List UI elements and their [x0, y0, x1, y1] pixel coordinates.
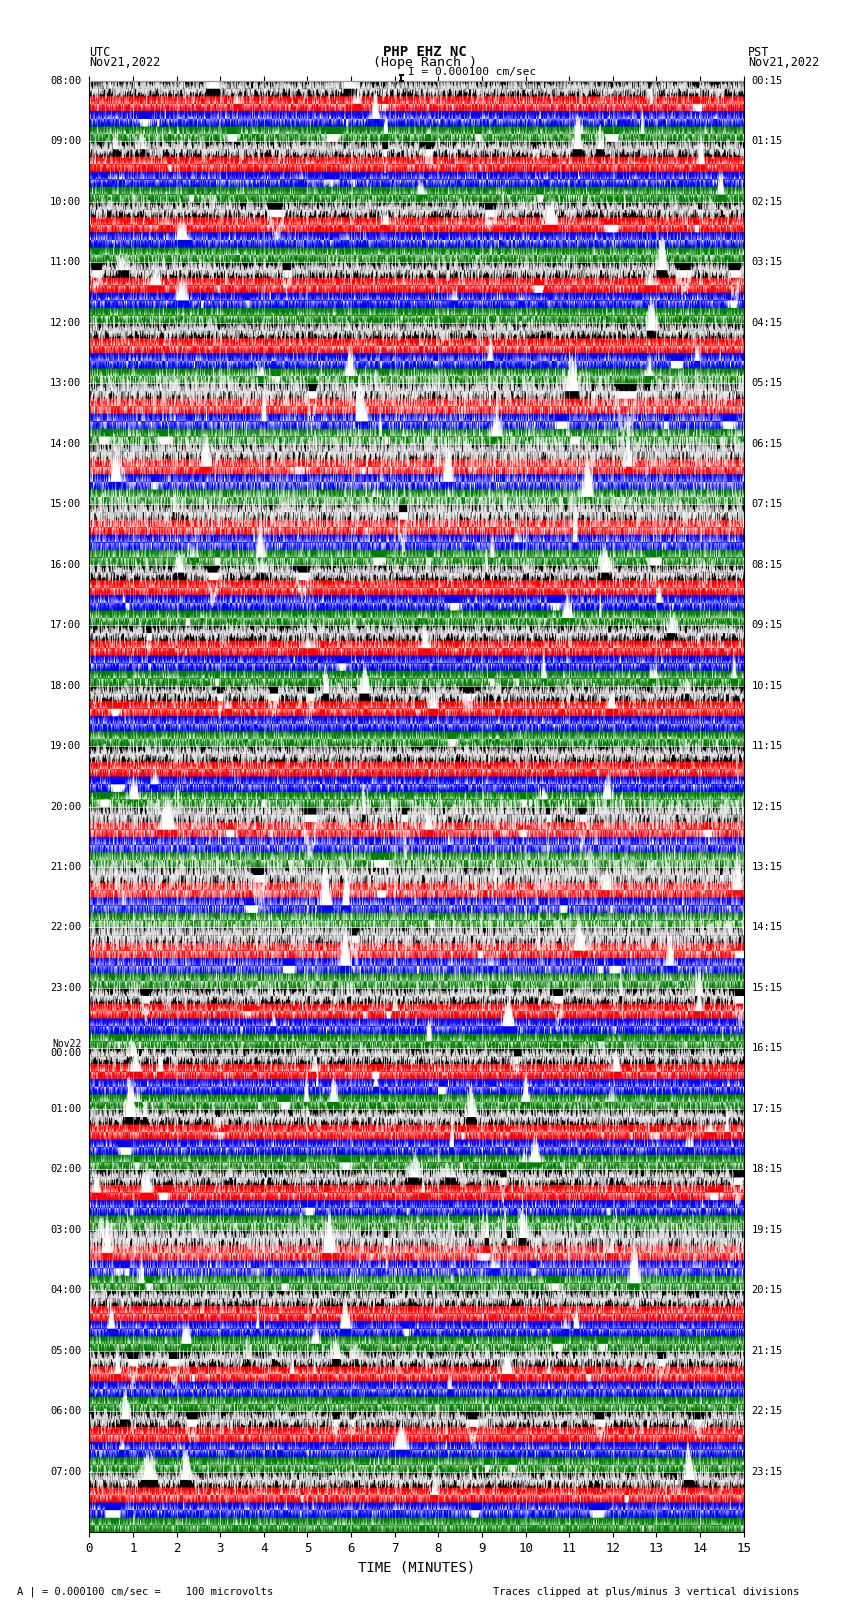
Text: 07:15: 07:15: [751, 498, 783, 510]
Text: 23:15: 23:15: [751, 1466, 783, 1478]
Text: 16:15: 16:15: [751, 1044, 783, 1053]
Text: 09:00: 09:00: [50, 135, 82, 147]
Text: Traces clipped at plus/minus 3 vertical divisions: Traces clipped at plus/minus 3 vertical …: [493, 1587, 799, 1597]
Text: 06:00: 06:00: [50, 1407, 82, 1416]
Text: (Hope Ranch ): (Hope Ranch ): [373, 56, 477, 69]
Text: 02:00: 02:00: [50, 1165, 82, 1174]
Text: 12:00: 12:00: [50, 318, 82, 327]
Text: 21:00: 21:00: [50, 861, 82, 873]
Text: UTC: UTC: [89, 45, 110, 58]
Text: 00:15: 00:15: [751, 76, 783, 85]
Text: 04:15: 04:15: [751, 318, 783, 327]
X-axis label: TIME (MINUTES): TIME (MINUTES): [358, 1561, 475, 1574]
Text: 00:00: 00:00: [50, 1048, 82, 1058]
Text: 14:00: 14:00: [50, 439, 82, 448]
Text: 05:00: 05:00: [50, 1345, 82, 1357]
Text: 12:15: 12:15: [751, 802, 783, 811]
Text: 14:15: 14:15: [751, 923, 783, 932]
Text: 11:15: 11:15: [751, 740, 783, 752]
Text: 01:00: 01:00: [50, 1103, 82, 1115]
Text: I = 0.000100 cm/sec: I = 0.000100 cm/sec: [408, 68, 536, 77]
Text: 22:15: 22:15: [751, 1407, 783, 1416]
Text: 04:00: 04:00: [50, 1286, 82, 1295]
Text: 13:00: 13:00: [50, 377, 82, 389]
Text: 01:15: 01:15: [751, 135, 783, 147]
Text: 08:00: 08:00: [50, 76, 82, 85]
Text: 07:00: 07:00: [50, 1466, 82, 1478]
Text: 20:00: 20:00: [50, 802, 82, 811]
Text: 23:00: 23:00: [50, 982, 82, 994]
Text: 10:15: 10:15: [751, 681, 783, 690]
Text: 03:15: 03:15: [751, 256, 783, 268]
Text: 11:00: 11:00: [50, 256, 82, 268]
Text: Nov21,2022: Nov21,2022: [89, 56, 161, 69]
Text: 03:00: 03:00: [50, 1224, 82, 1236]
Text: Nov22: Nov22: [52, 1039, 82, 1048]
Text: 22:00: 22:00: [50, 923, 82, 932]
Text: 21:15: 21:15: [751, 1345, 783, 1357]
Text: 16:00: 16:00: [50, 560, 82, 569]
Text: 13:15: 13:15: [751, 861, 783, 873]
Text: 17:15: 17:15: [751, 1103, 783, 1115]
Text: 09:15: 09:15: [751, 619, 783, 631]
Text: Nov21,2022: Nov21,2022: [748, 56, 819, 69]
Text: 05:15: 05:15: [751, 377, 783, 389]
Text: PHP EHZ NC: PHP EHZ NC: [383, 45, 467, 58]
Text: PST: PST: [748, 45, 769, 58]
Text: 06:15: 06:15: [751, 439, 783, 448]
Text: 20:15: 20:15: [751, 1286, 783, 1295]
Text: 18:15: 18:15: [751, 1165, 783, 1174]
Text: 19:00: 19:00: [50, 740, 82, 752]
Text: 17:00: 17:00: [50, 619, 82, 631]
Text: 15:00: 15:00: [50, 498, 82, 510]
Text: 08:15: 08:15: [751, 560, 783, 569]
Text: A | = 0.000100 cm/sec =    100 microvolts: A | = 0.000100 cm/sec = 100 microvolts: [17, 1586, 273, 1597]
Text: 18:00: 18:00: [50, 681, 82, 690]
Text: 15:15: 15:15: [751, 982, 783, 994]
Text: 10:00: 10:00: [50, 197, 82, 206]
Text: 19:15: 19:15: [751, 1224, 783, 1236]
Text: 02:15: 02:15: [751, 197, 783, 206]
